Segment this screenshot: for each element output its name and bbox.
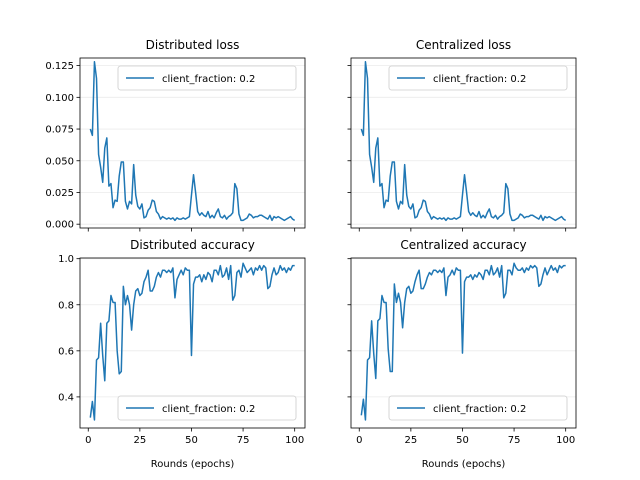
y-tick-label: 0.075 bbox=[45, 125, 74, 136]
legend: client_fraction: 0.2 bbox=[388, 395, 568, 421]
x-tick-label: 100 bbox=[285, 435, 304, 446]
legend-box bbox=[388, 395, 568, 421]
x-tick-label: 0 bbox=[85, 435, 91, 446]
x-tick-label: 50 bbox=[456, 435, 469, 446]
chart-title: Distributed accuracy bbox=[130, 238, 255, 252]
y-tick-label: 0.6 bbox=[58, 346, 74, 357]
legend-label: client_fraction: 0.2 bbox=[162, 74, 255, 85]
x-tick-label: 25 bbox=[404, 435, 417, 446]
x-axis-label: Rounds (epochs) bbox=[151, 459, 235, 470]
legend: client_fraction: 0.2 bbox=[117, 395, 297, 421]
chart-title: Centralized loss bbox=[416, 38, 511, 52]
x-tick-label: 100 bbox=[556, 435, 575, 446]
legend-box bbox=[388, 65, 568, 91]
legend: client_fraction: 0.2 bbox=[388, 65, 568, 91]
chart-title: Centralized accuracy bbox=[400, 238, 526, 252]
y-tick-label: 0.4 bbox=[58, 392, 74, 403]
chart-panel: 0.000 0.025 0.050 0.075 0.100 0.125 Distribute… bbox=[45, 38, 306, 232]
y-tick-label: 0.050 bbox=[45, 156, 74, 167]
series-line bbox=[89, 262, 295, 421]
legend-label: client_fraction: 0.2 bbox=[162, 404, 255, 415]
x-tick-label: 25 bbox=[133, 435, 146, 446]
chart-title: Distributed loss bbox=[146, 38, 240, 52]
y-tick-label: 0.025 bbox=[45, 188, 74, 199]
series-line bbox=[360, 262, 566, 421]
legend-box bbox=[117, 395, 297, 421]
y-tick-label: 0.100 bbox=[45, 93, 74, 104]
x-axis-label: Rounds (epochs) bbox=[422, 459, 506, 470]
axes-frame bbox=[79, 57, 306, 229]
chart-panel: Centralized loss client_fraction: 0.2 bbox=[347, 38, 577, 232]
axes-frame bbox=[350, 257, 577, 429]
x-tick-label: 75 bbox=[508, 435, 521, 446]
legend: client_fraction: 0.2 bbox=[117, 65, 297, 91]
y-tick-label: 0.000 bbox=[45, 220, 74, 231]
axes-frame bbox=[350, 57, 577, 229]
x-tick-label: 0 bbox=[356, 435, 362, 446]
x-tick-label: 75 bbox=[237, 435, 250, 446]
legend-label: client_fraction: 0.2 bbox=[433, 404, 526, 415]
chart-panel: 0 25 50 75 100 Centralized accuracy Rounds (ep… bbox=[347, 238, 577, 470]
chart-panel: 0 25 50 75 100 0.4 0.6 0.8 1.0 Distributed accura… bbox=[58, 238, 306, 470]
y-tick-label: 0.8 bbox=[58, 300, 74, 311]
x-tick-label: 50 bbox=[185, 435, 198, 446]
series-line bbox=[360, 61, 567, 222]
series-line bbox=[89, 61, 296, 222]
y-tick-label: 1.0 bbox=[58, 254, 74, 265]
legend-box bbox=[117, 65, 297, 91]
y-tick-label: 0.125 bbox=[45, 61, 74, 72]
legend-label: client_fraction: 0.2 bbox=[433, 74, 526, 85]
axes-frame bbox=[79, 257, 306, 429]
